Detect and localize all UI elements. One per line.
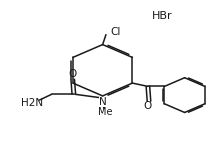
Text: O: O	[144, 101, 152, 111]
Text: HBr: HBr	[152, 11, 173, 21]
Text: N: N	[99, 97, 107, 107]
Text: Me: Me	[98, 107, 112, 117]
Text: Cl: Cl	[110, 27, 120, 37]
Text: H2N: H2N	[21, 98, 43, 108]
Text: O: O	[69, 69, 77, 79]
